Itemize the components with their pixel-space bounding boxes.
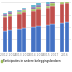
Bar [22, 28, 26, 52]
Bar [17, 14, 22, 29]
Bar [8, 12, 12, 14]
Bar [50, 0, 55, 1]
Bar [31, 9, 36, 11]
Bar [31, 27, 36, 52]
Bar [60, 23, 64, 52]
Bar [46, 6, 50, 8]
Bar [46, 2, 50, 4]
Bar [17, 29, 22, 52]
Bar [8, 16, 12, 30]
Bar [46, 25, 50, 52]
Bar [50, 1, 55, 3]
Bar [3, 16, 7, 17]
Bar [3, 14, 7, 16]
Bar [22, 7, 26, 9]
Legend: Participaties in andere beleggingsfondsen: Participaties in andere beleggingsfondse… [1, 59, 61, 63]
Bar [3, 17, 7, 31]
Bar [60, 0, 64, 2]
Bar [22, 10, 26, 12]
Bar [36, 26, 41, 52]
Bar [31, 7, 36, 9]
Bar [31, 11, 36, 27]
Bar [36, 7, 41, 9]
Bar [8, 11, 12, 12]
Bar [17, 12, 22, 14]
Bar [22, 9, 26, 10]
Bar [50, 6, 55, 24]
Bar [3, 13, 7, 14]
Bar [22, 12, 26, 28]
Bar [36, 9, 41, 26]
Bar [17, 10, 22, 11]
Bar [8, 30, 12, 52]
Bar [50, 3, 55, 6]
Bar [46, 4, 50, 6]
Bar [46, 8, 50, 25]
Bar [8, 14, 12, 16]
Bar [36, 3, 41, 5]
Bar [60, 4, 64, 23]
Bar [65, 22, 69, 52]
Bar [60, 2, 64, 4]
Bar [65, 3, 69, 22]
Bar [65, 0, 69, 3]
Bar [50, 24, 55, 52]
Bar [17, 11, 22, 12]
Bar [3, 31, 7, 52]
Bar [31, 5, 36, 7]
Bar [36, 5, 41, 7]
